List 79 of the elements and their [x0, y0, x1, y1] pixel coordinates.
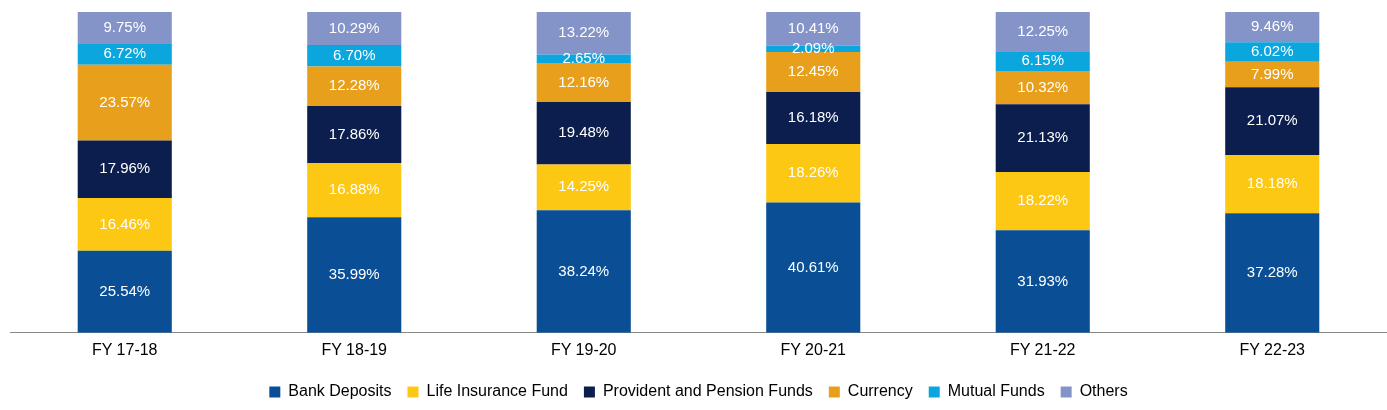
data-label: 6.02% [1250, 42, 1294, 60]
bar [77, 64, 172, 141]
bar [307, 217, 402, 333]
data-label: 17.96% [99, 159, 151, 177]
legend-label: Others [1079, 382, 1128, 400]
bar [766, 202, 861, 333]
bar [1225, 12, 1320, 43]
bar [995, 171, 1090, 231]
data-label: 21.13% [1017, 128, 1069, 146]
data-label: 12.25% [1017, 21, 1069, 39]
bar [307, 66, 402, 106]
x-tick-label: FY 20-21 [780, 340, 847, 358]
data-label: 21.07% [1246, 111, 1298, 129]
bar [536, 164, 631, 211]
bar [77, 140, 172, 199]
bar [766, 92, 861, 144]
data-label: 35.99% [328, 265, 380, 283]
data-label: 16.18% [787, 108, 839, 126]
x-tick-label: FY 21-22 [1009, 340, 1076, 358]
data-label: 9.75% [103, 17, 147, 35]
data-label: 19.48% [558, 123, 610, 141]
legend-label: Life Insurance Fund [426, 382, 568, 400]
bar [766, 143, 861, 203]
bar [536, 12, 631, 55]
bar [77, 12, 172, 44]
data-label: 31.93% [1017, 271, 1069, 289]
legend-label: Currency [847, 382, 913, 400]
bar [766, 52, 861, 93]
x-tick-label: FY 19-20 [550, 340, 617, 358]
bar [1225, 87, 1320, 155]
bar [1225, 213, 1320, 333]
data-label: 10.29% [328, 18, 380, 36]
bar [77, 43, 172, 65]
data-label: 18.22% [1017, 191, 1069, 209]
data-label: 2.09% [791, 38, 835, 56]
bar [77, 198, 172, 251]
data-label: 2.65% [562, 48, 606, 66]
x-tick-label: FY 18-19 [321, 340, 388, 358]
data-label: 9.46% [1250, 17, 1294, 35]
bar [77, 250, 172, 333]
data-label: 12.16% [558, 72, 610, 90]
bar [307, 12, 402, 46]
bar [995, 104, 1090, 172]
bar [536, 101, 631, 165]
x-tick-label: FY 17-18 [91, 340, 158, 358]
data-label: 6.70% [332, 45, 376, 63]
bar [536, 62, 631, 102]
bar [1225, 154, 1320, 214]
data-label: 18.18% [1246, 174, 1298, 192]
data-label: 10.41% [787, 18, 839, 36]
data-label: 13.22% [558, 23, 610, 41]
bar [536, 210, 631, 333]
data-label: 18.26% [787, 163, 839, 181]
legend-label: Mutual Funds [947, 382, 1045, 400]
bar [995, 71, 1090, 105]
bar [307, 163, 402, 218]
bar [995, 230, 1090, 333]
data-label: 38.24% [558, 261, 610, 279]
bar [307, 105, 402, 164]
data-label: 16.46% [99, 214, 151, 232]
bar [995, 12, 1090, 52]
data-label: 10.32% [1017, 77, 1069, 95]
data-label: 12.45% [787, 62, 839, 80]
data-label: 40.61% [787, 257, 839, 275]
data-label: 12.28% [328, 76, 380, 94]
data-label: 23.57% [99, 92, 151, 110]
bar [307, 45, 402, 67]
x-tick-label: FY 22-23 [1239, 340, 1306, 358]
data-label: 14.25% [558, 177, 610, 195]
data-label: 25.54% [99, 281, 151, 299]
data-label: 6.72% [103, 44, 147, 62]
bar [1225, 42, 1320, 62]
data-label: 7.99% [1250, 64, 1294, 82]
legend-label: Bank Deposits [288, 382, 392, 400]
legend-label: Provident and Pension Funds [602, 382, 813, 400]
data-label: 37.28% [1246, 263, 1298, 281]
data-label: 16.88% [328, 180, 380, 198]
data-label: 17.86% [328, 124, 380, 142]
data-label: 6.15% [1021, 51, 1065, 69]
